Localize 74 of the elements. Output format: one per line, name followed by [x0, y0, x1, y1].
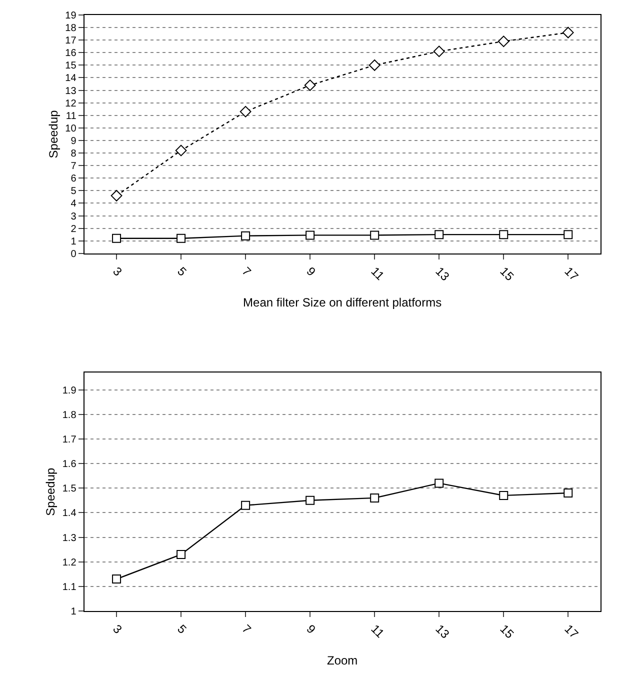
- point: [112, 574, 122, 584]
- y-tick-label: 1: [70, 236, 77, 248]
- point: [433, 46, 445, 58]
- x-tick-label: 13: [432, 622, 452, 642]
- x-tick-label: 3: [110, 622, 126, 637]
- y-tick-label: 8: [70, 148, 77, 160]
- y-tick-label: 7: [70, 161, 77, 172]
- y-axis-title: Speedup: [46, 110, 60, 158]
- x-tick-label: 11: [368, 264, 388, 284]
- point: [306, 496, 315, 505]
- y-tick-label: 1.4: [62, 508, 77, 520]
- x-tick-label: 17: [562, 622, 582, 642]
- point: [370, 230, 380, 240]
- point: [304, 80, 316, 91]
- y-tick-label: 11: [66, 110, 77, 122]
- y-tick-label: 1.5: [62, 484, 77, 495]
- x-tick-label: 9: [304, 264, 319, 280]
- y-tick-label: 10: [65, 123, 77, 134]
- y-tick-label: 6: [70, 174, 77, 185]
- point: [499, 490, 508, 500]
- point: [112, 234, 122, 243]
- y-tick-label: 1.2: [62, 557, 77, 568]
- point: [176, 234, 186, 243]
- y-tick-label: 1.1: [62, 582, 77, 593]
- point: [434, 478, 444, 488]
- x-tick-label: 15: [497, 264, 517, 284]
- y-tick-label: 2: [70, 224, 77, 235]
- point: [562, 26, 574, 38]
- y-tick-label: 4: [70, 198, 77, 210]
- point: [110, 190, 122, 202]
- y-tick-label: 1: [70, 606, 77, 618]
- y-tick-label: 18: [65, 23, 77, 34]
- y-tick-label: 16: [65, 48, 77, 60]
- point: [564, 488, 573, 498]
- point: [368, 59, 380, 71]
- x-tick-label: 15: [497, 622, 517, 642]
- point: [240, 106, 252, 118]
- y-tick-label: 1.6: [62, 459, 77, 470]
- y-tick-label: 5: [70, 186, 77, 198]
- point: [370, 493, 380, 502]
- point: [564, 230, 573, 240]
- y-tick-label: 15: [65, 60, 77, 72]
- x-axis-title: Mean filter Size on different platforms: [243, 296, 442, 310]
- point: [499, 230, 508, 240]
- y-tick-label: 13: [65, 86, 77, 97]
- y-tick-label: 3: [70, 211, 77, 222]
- x-tick-label: 17: [562, 264, 582, 284]
- x-tick-label: 9: [304, 622, 319, 637]
- y-tick-label: 12: [65, 98, 77, 110]
- x-axis-title: Zoom: [326, 653, 358, 668]
- y-tick-label: 19: [65, 10, 77, 22]
- x-tick-label: 7: [239, 622, 254, 637]
- y-axis-title: Speedup: [44, 467, 58, 516]
- y-tick-label: 14: [65, 73, 77, 84]
- y-tick-label: 1.7: [62, 434, 77, 446]
- y-tick-label: 9: [70, 136, 77, 147]
- x-tick-label: 11: [368, 622, 388, 641]
- x-tick-label: 5: [174, 264, 190, 280]
- point: [175, 144, 187, 156]
- point: [241, 231, 250, 240]
- y-tick-label: 0: [70, 248, 77, 260]
- x-tick-label: 13: [432, 264, 452, 284]
- x-tick-label: 7: [239, 264, 254, 280]
- y-tick-label: 1.3: [62, 532, 77, 544]
- point: [498, 36, 510, 48]
- point: [306, 230, 315, 240]
- point: [434, 230, 444, 240]
- point: [241, 500, 250, 510]
- y-tick-label: 1.9: [62, 385, 77, 396]
- y-tick-label: 1.8: [62, 410, 77, 421]
- point: [176, 550, 186, 559]
- x-tick-label: 3: [110, 264, 126, 280]
- y-tick-label: 17: [65, 36, 77, 47]
- x-tick-label: 5: [174, 622, 190, 637]
